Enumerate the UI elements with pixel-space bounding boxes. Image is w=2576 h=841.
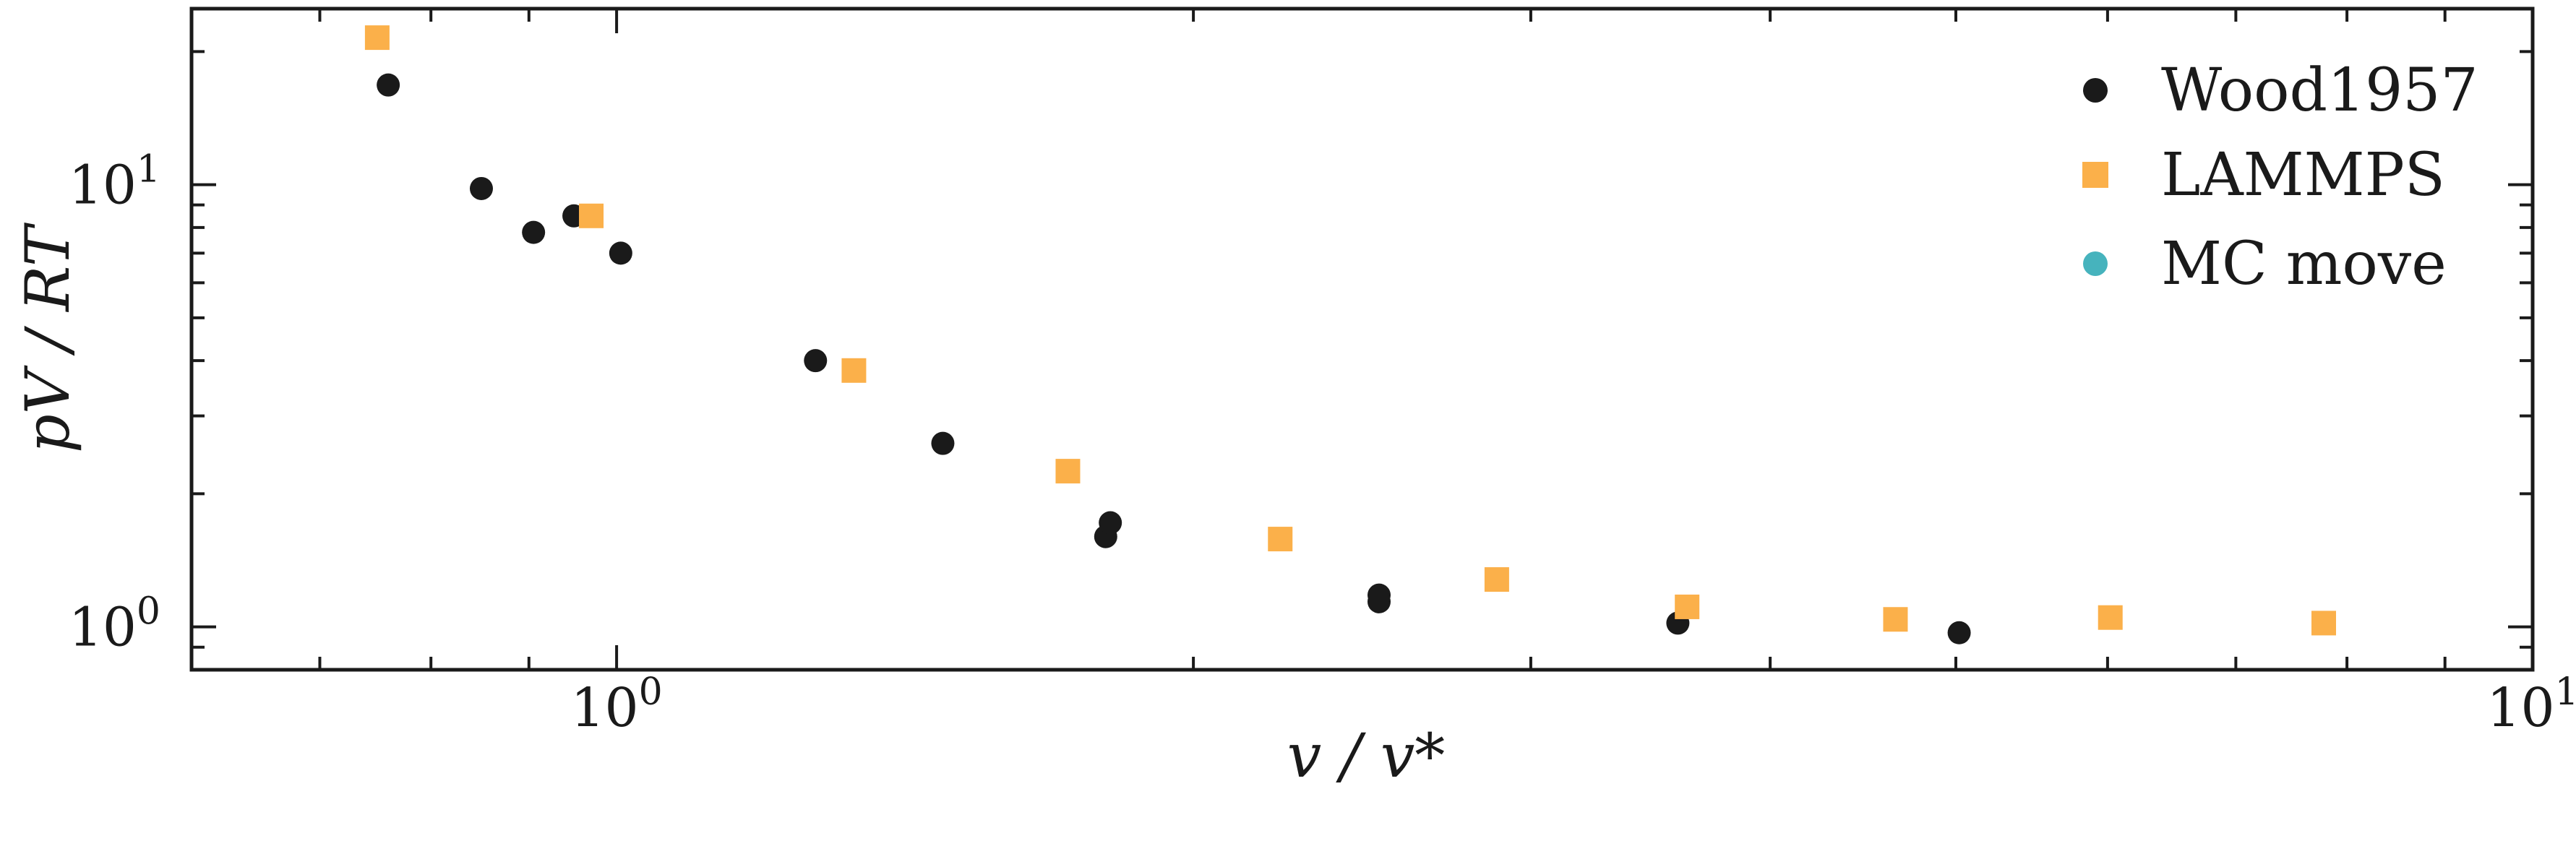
data-point	[377, 73, 400, 97]
data-point	[1268, 527, 1293, 552]
data-point	[1367, 583, 1391, 607]
data-point	[609, 241, 632, 265]
data-point	[522, 220, 546, 244]
data-point	[1883, 607, 1908, 632]
series-wood1957	[377, 73, 1971, 644]
data-point	[1055, 459, 1081, 484]
series-lammps	[364, 25, 2336, 636]
legend-item: LAMMPS	[2082, 141, 2445, 210]
data-point	[1947, 621, 1971, 644]
legend-marker-square	[2082, 162, 2108, 188]
data-point	[579, 203, 604, 228]
legend: Wood1957 LAMMPS MC move	[2082, 56, 2478, 298]
plot-frame	[189, 7, 2535, 672]
legend-marker-circle	[2083, 251, 2108, 276]
data-point	[1675, 594, 1700, 619]
x-tick-label: 101	[2486, 670, 2576, 739]
data-point	[804, 349, 828, 373]
data-point	[364, 25, 390, 51]
legend-label: Wood1957	[2161, 56, 2478, 125]
data-point	[1099, 511, 1122, 535]
legend-marker-circle	[2083, 78, 2108, 103]
x-tick-labels: 100 101	[570, 670, 2576, 739]
legend-label: MC move	[2161, 230, 2447, 298]
y-tick-labels: 100 101	[69, 148, 160, 659]
y-tick-label: 101	[69, 148, 160, 217]
x-axis-title: v / v*	[1287, 720, 1446, 791]
y-axis-title: pV / RT	[12, 222, 83, 453]
data-point	[2311, 611, 2336, 636]
data-point	[931, 431, 955, 455]
y-tick-label: 100	[69, 590, 160, 659]
legend-label: LAMMPS	[2161, 141, 2445, 210]
data-point	[469, 176, 493, 200]
data-point	[1484, 567, 1509, 592]
data-points	[364, 25, 2336, 644]
legend-item: MC move	[2083, 230, 2447, 298]
data-point	[841, 358, 867, 383]
x-tick-label: 100	[570, 670, 662, 739]
legend-item: Wood1957	[2083, 56, 2478, 125]
data-point	[2098, 605, 2123, 630]
